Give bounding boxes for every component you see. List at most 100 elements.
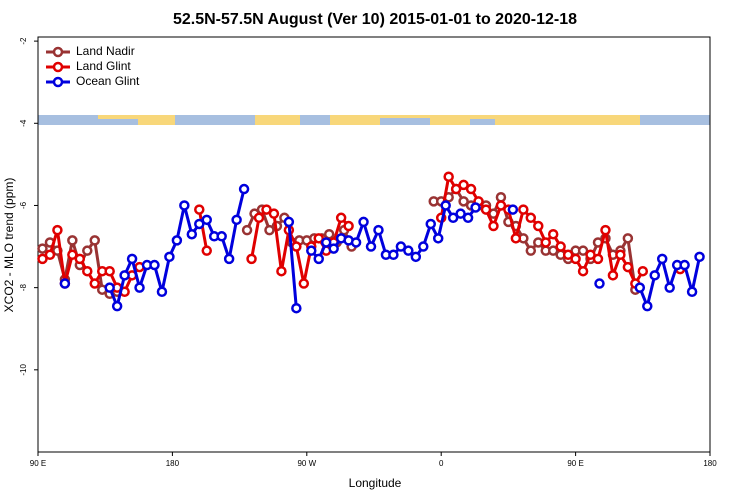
- point: [37, 243, 48, 254]
- point: [607, 270, 619, 281]
- point: [111, 300, 123, 312]
- point: [570, 253, 581, 265]
- point: [246, 253, 257, 265]
- point: [462, 212, 474, 224]
- point: [89, 278, 100, 289]
- point: [418, 241, 429, 252]
- point: [425, 218, 436, 230]
- point: [313, 253, 324, 265]
- y-axis-label: XCO2 - MLO trend (ppm): [2, 178, 16, 313]
- point: [37, 253, 48, 265]
- point: [104, 282, 115, 293]
- point: [74, 253, 86, 265]
- x-tick-label: 180: [166, 459, 180, 468]
- legend-label: Ocean Glint: [76, 74, 140, 88]
- legend-label: Land Nadir: [76, 44, 135, 58]
- x-tick-label: 90 E: [30, 459, 46, 468]
- point: [637, 265, 649, 277]
- point: [194, 218, 205, 230]
- point: [82, 245, 93, 256]
- point: [201, 214, 212, 226]
- point: [510, 233, 522, 244]
- point: [291, 302, 302, 314]
- point: [594, 278, 605, 289]
- point: [216, 231, 227, 242]
- point: [323, 228, 335, 240]
- legend-marker: [52, 61, 64, 73]
- point: [562, 249, 574, 261]
- point: [298, 278, 310, 289]
- x-axis-label: Longitude: [349, 476, 402, 490]
- point: [261, 204, 272, 215]
- point: [335, 212, 347, 224]
- point: [403, 245, 414, 256]
- point: [388, 249, 399, 261]
- point: [149, 259, 160, 271]
- point: [89, 235, 100, 246]
- point: [358, 216, 369, 228]
- point: [488, 208, 499, 219]
- point: [156, 286, 168, 298]
- point: [507, 204, 519, 215]
- chart-title: 52.5N-57.5N August (Ver 10) 2015-01-01 t…: [173, 11, 577, 28]
- y-tick-label: -8: [19, 284, 28, 292]
- point: [592, 253, 604, 265]
- point: [67, 235, 78, 246]
- point: [555, 241, 566, 252]
- point: [201, 245, 212, 256]
- point: [238, 183, 250, 195]
- point: [241, 224, 253, 236]
- point: [365, 241, 377, 252]
- point: [495, 200, 507, 211]
- point: [395, 241, 407, 252]
- point: [268, 208, 280, 219]
- point: [291, 241, 302, 252]
- point: [44, 249, 56, 261]
- point: [488, 220, 499, 232]
- point: [447, 212, 459, 224]
- point: [642, 300, 653, 312]
- point: [634, 282, 646, 293]
- point: [622, 233, 634, 244]
- point: [656, 253, 668, 265]
- point: [547, 245, 559, 256]
- y-tick-label: -10: [19, 363, 28, 375]
- point: [480, 204, 492, 215]
- point: [679, 259, 690, 271]
- point: [194, 204, 205, 215]
- point: [186, 228, 198, 240]
- point: [455, 208, 466, 219]
- point: [622, 261, 634, 273]
- plot-frame: [37, 36, 711, 453]
- point: [104, 265, 115, 277]
- point: [533, 220, 544, 232]
- point: [410, 251, 422, 263]
- point: [67, 249, 78, 261]
- point: [119, 270, 130, 281]
- point: [52, 224, 63, 236]
- point: [525, 245, 537, 256]
- point: [283, 216, 295, 228]
- point: [126, 253, 138, 265]
- point: [313, 233, 324, 244]
- point: [577, 265, 589, 277]
- point: [470, 202, 481, 213]
- legend-marker: [52, 76, 64, 88]
- point: [306, 245, 317, 256]
- y-tick-label: -4: [19, 119, 28, 127]
- point: [253, 212, 265, 224]
- point: [518, 204, 529, 215]
- point: [540, 237, 551, 248]
- x-tick-label: 180: [703, 459, 717, 468]
- point: [432, 233, 444, 244]
- map-strip: [38, 115, 710, 125]
- point: [328, 243, 339, 254]
- point: [547, 228, 559, 240]
- point: [664, 282, 675, 293]
- point: [231, 214, 242, 226]
- point: [164, 251, 175, 263]
- legend-marker: [52, 46, 64, 58]
- point: [82, 265, 93, 277]
- point: [134, 282, 145, 293]
- point: [276, 265, 287, 277]
